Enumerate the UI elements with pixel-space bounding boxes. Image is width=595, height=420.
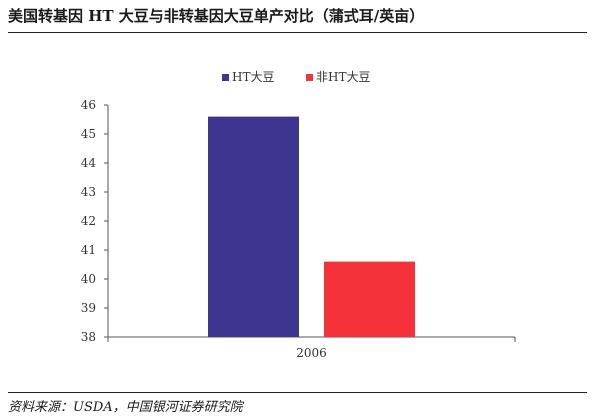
y-tick-label: 43 [81, 185, 96, 199]
legend-swatch [306, 74, 313, 81]
bar-ht-soybean [208, 116, 299, 337]
bar-chart: 38 39 40 41 42 43 44 45 46 2006 HT大豆 非HT大豆 [81, 70, 516, 360]
y-tick-label: 42 [81, 214, 96, 228]
y-tick-label: 40 [81, 272, 96, 286]
source-note: 资料来源：USDA，中国银河证券研究院 [8, 400, 243, 415]
footer-divider [8, 392, 587, 393]
legend-label: HT大豆 [232, 70, 274, 84]
y-tick-label: 46 [81, 98, 96, 112]
y-tick-label: 44 [81, 156, 97, 170]
chart-title: 美国转基因 HT 大豆与非转基因大豆单产对比（蒲式耳/英亩） [8, 7, 425, 25]
legend-label: 非HT大豆 [316, 70, 370, 84]
y-tick-label: 45 [81, 127, 96, 141]
y-tick-label: 38 [81, 330, 96, 344]
x-category-label: 2006 [296, 346, 327, 360]
bar-non-ht-soybean [324, 261, 415, 337]
legend-swatch [222, 74, 229, 81]
title-divider [8, 32, 587, 33]
y-tick-label: 39 [81, 301, 96, 315]
y-tick-label: 41 [81, 243, 96, 257]
